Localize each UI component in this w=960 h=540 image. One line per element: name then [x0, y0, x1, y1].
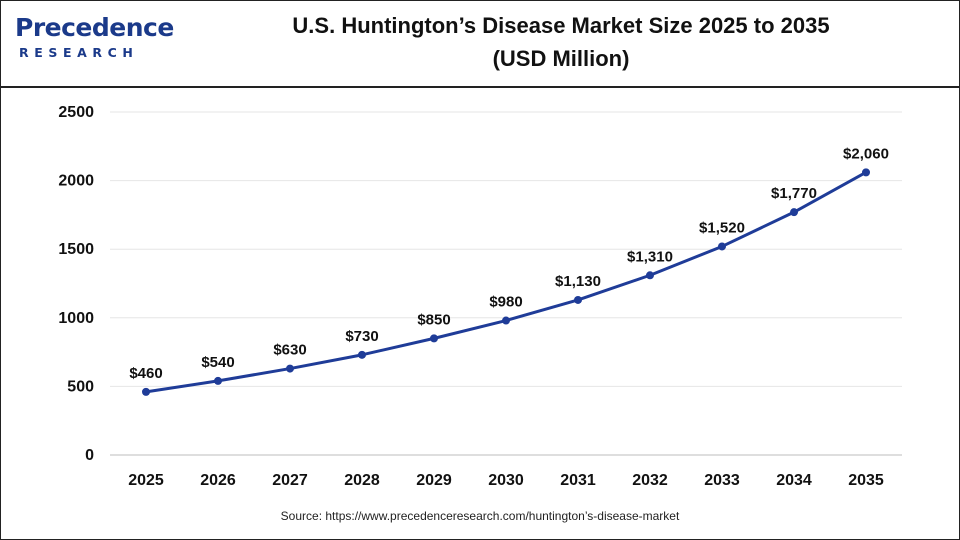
y-tick-label-0: 0	[85, 447, 94, 464]
data-point-2032	[646, 271, 654, 280]
data-point-2030	[502, 316, 510, 325]
x-tick-label-2034: 2034	[776, 472, 812, 489]
x-tick-label-2025: 2025	[128, 472, 164, 489]
data-point-2025	[142, 387, 150, 396]
data-label-2033: $1,520	[699, 219, 745, 236]
data-point-2029	[430, 334, 438, 343]
x-tick-label-2033: 2033	[704, 472, 740, 489]
data-point-2034	[790, 208, 798, 217]
data-label-2028: $730	[345, 328, 378, 345]
data-point-2027	[286, 364, 294, 373]
data-label-2026: $540	[201, 354, 234, 371]
y-tick-label-1000: 1000	[58, 310, 94, 327]
data-label-2025: $460	[129, 365, 162, 382]
x-tick-label-2030: 2030	[488, 472, 524, 489]
x-tick-label-2029: 2029	[416, 472, 452, 489]
gridlines	[110, 111, 902, 387]
x-tick-label-2028: 2028	[344, 472, 380, 489]
x-tick-label-2026: 2026	[200, 472, 236, 489]
data-point-2033	[718, 242, 726, 251]
y-tick-label-2000: 2000	[58, 173, 94, 190]
y-tick-label-1500: 1500	[58, 241, 94, 258]
x-tick-label-2031: 2031	[560, 472, 596, 489]
data-point-2031	[574, 295, 582, 304]
series-line-group	[142, 168, 870, 396]
axes: 0 500 1000 1500 2000 2500 2025 2026 2027 2028 2029…	[58, 104, 902, 489]
data-label-2030: $980	[489, 294, 522, 311]
data-point-2035	[862, 168, 870, 177]
chart-header: Precedence RESEARCH U.S. Huntington’s Di…	[1, 1, 959, 88]
chart-title: U.S. Huntington’s Disease Market Size 20…	[181, 9, 941, 75]
logo-word: recedence	[32, 13, 174, 42]
source-note: Source: https://www.precedenceresearch.c…	[280, 509, 680, 523]
chart-title-line-1: U.S. Huntington’s Disease Market Size 20…	[292, 13, 830, 38]
data-point-2028	[358, 350, 366, 359]
data-label-2029: $850	[417, 311, 450, 328]
data-point-2026	[214, 376, 222, 385]
data-label-2027: $630	[273, 342, 306, 359]
data-label-2035: $2,060	[843, 145, 889, 162]
chart-title-line-2: (USD Million)	[492, 46, 630, 71]
y-tick-label-500: 500	[67, 378, 94, 395]
x-tick-label-2032: 2032	[632, 472, 668, 489]
logo-subtitle: RESEARCH	[19, 45, 139, 60]
x-tick-label-2027: 2027	[272, 472, 308, 489]
data-label-2031: $1,130	[555, 273, 601, 290]
line-chart: 0 500 1000 1500 2000 2500 2025 2026 2027 2028 2029…	[58, 104, 902, 489]
data-label-2032: $1,310	[627, 248, 673, 265]
series-line	[145, 171, 867, 394]
data-labels: $460 $540 $630 $730 $850 $980 $1,130 $1,310 $1,5…	[129, 145, 889, 382]
logo-initial: P	[15, 13, 33, 42]
data-label-2034: $1,770	[771, 185, 817, 202]
x-tick-label-2035: 2035	[848, 472, 884, 489]
precedence-research-logo: Precedence RESEARCH	[15, 13, 174, 69]
y-tick-label-2500: 2500	[58, 104, 94, 121]
